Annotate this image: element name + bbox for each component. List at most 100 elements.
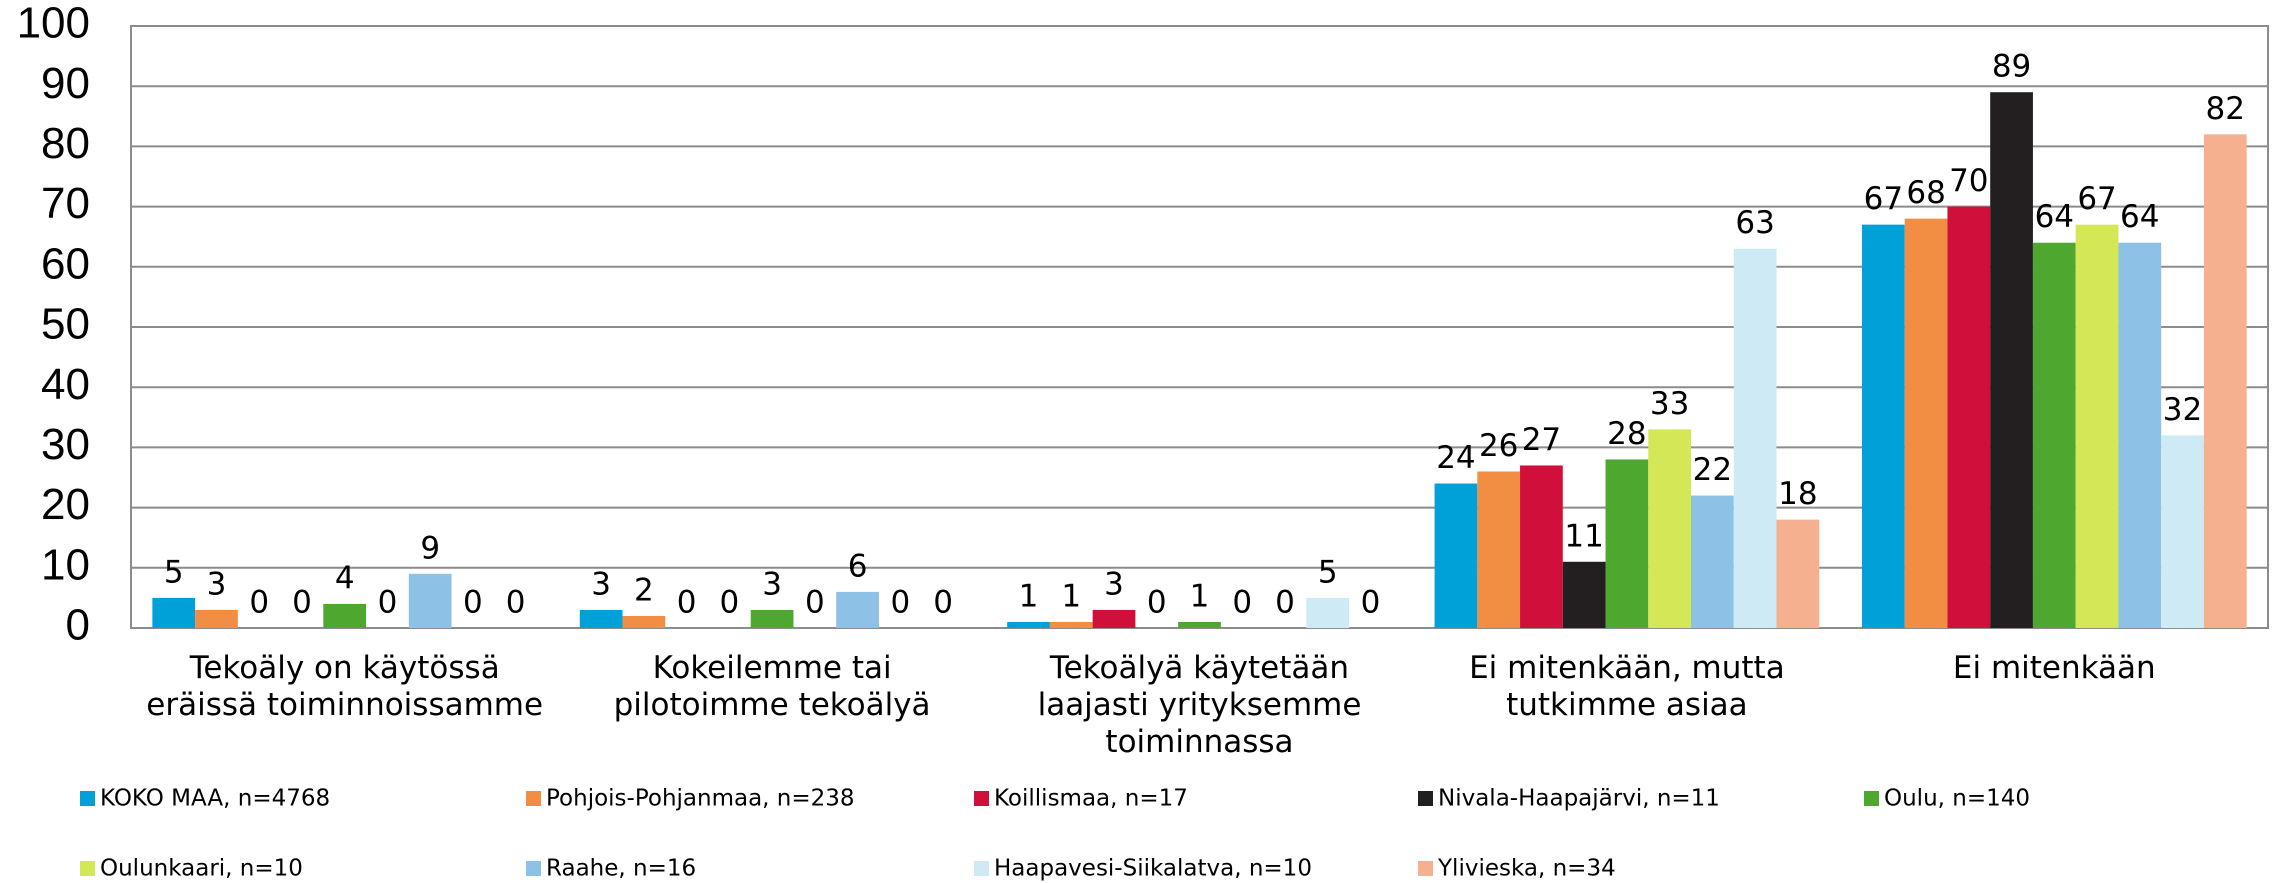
bar [2032, 242, 2076, 628]
value-label: 5 [164, 554, 184, 590]
x-tick-label: Kokeilemme tai pilotoimme tekoälyä [613, 650, 931, 723]
legend-label: Raahe, n=16 [546, 856, 696, 882]
value-label: 1 [1019, 578, 1039, 614]
bar [1178, 621, 1221, 628]
value-label: 6 [848, 548, 868, 584]
x-tick-label: Tekoälyä käytetään laajasti yrityksemme … [1037, 650, 1362, 760]
legend-swatch [1418, 861, 1433, 876]
bar [1861, 224, 1905, 628]
y-tick-label: 60 [41, 239, 90, 288]
y-tick-label: 30 [41, 420, 90, 469]
value-label: 1 [1061, 578, 1081, 614]
value-label: 11 [1564, 518, 1603, 554]
value-label: 3 [762, 566, 782, 602]
value-label: 0 [1361, 585, 1381, 621]
value-label: 0 [890, 585, 910, 621]
bar [1520, 465, 1563, 628]
bar [1691, 495, 1734, 628]
bar [1434, 483, 1478, 628]
bar [2075, 224, 2119, 628]
value-label: 64 [2120, 199, 2159, 235]
bar [152, 597, 196, 628]
y-tick-label: 20 [41, 480, 90, 529]
legend-label: Nivala-Haapajärvi, n=11 [1438, 786, 1720, 812]
legend-swatch [974, 861, 989, 876]
value-label: 0 [463, 585, 483, 621]
bar [579, 609, 623, 628]
bar [1733, 248, 1777, 629]
legend-swatch [80, 861, 95, 876]
bar [1947, 206, 1991, 628]
y-tick-label: 50 [41, 300, 90, 349]
bar [1605, 459, 1649, 628]
value-label: 0 [1232, 585, 1252, 621]
bar [2203, 134, 2247, 629]
bar [1049, 621, 1093, 628]
value-label: 67 [1864, 181, 1903, 217]
bar [1776, 519, 1820, 628]
y-tick-label: 80 [41, 119, 90, 168]
legend-swatch [526, 791, 541, 806]
y-tick-label: 40 [41, 360, 90, 409]
value-label: 82 [2206, 91, 2245, 127]
y-tick-label: 10 [41, 540, 90, 589]
value-label: 32 [2163, 392, 2202, 428]
legend-label: Oulunkaari, n=10 [100, 856, 303, 882]
legend-swatch [526, 861, 541, 876]
value-label: 1 [1190, 578, 1210, 614]
bar [323, 603, 367, 628]
value-label: 3 [1104, 566, 1124, 602]
value-label: 18 [1778, 476, 1817, 512]
bar [2161, 435, 2204, 628]
legend-label: Haapavesi-Siikalatva, n=10 [994, 856, 1312, 882]
bar [1990, 92, 2033, 629]
bar [2118, 242, 2162, 628]
value-label: 22 [1693, 452, 1732, 488]
legend-label: Ylivieska, n=34 [1437, 856, 1616, 882]
legend-label: KOKO MAA, n=4768 [100, 786, 330, 812]
bar [1007, 621, 1050, 628]
bar [1648, 429, 1692, 628]
y-tick-label: 100 [17, 0, 90, 48]
legend-swatch [974, 791, 989, 806]
bar [836, 591, 879, 628]
bar [408, 573, 452, 628]
value-label: 70 [1949, 163, 1988, 199]
legend-swatch [80, 791, 95, 806]
y-tick-label: 0 [66, 601, 90, 650]
value-label: 63 [1735, 205, 1774, 241]
value-label: 3 [207, 566, 227, 602]
value-label: 26 [1479, 428, 1518, 464]
value-label: 0 [249, 585, 269, 621]
bar [622, 615, 666, 628]
value-label: 27 [1522, 422, 1561, 458]
bar [750, 609, 794, 628]
value-label: 0 [292, 585, 312, 621]
bar [1562, 561, 1606, 628]
value-label: 28 [1607, 416, 1646, 452]
bar [1092, 609, 1136, 628]
value-label: 5 [1318, 554, 1338, 590]
value-label: 67 [2077, 181, 2116, 217]
x-tick-label: Tekoäly on käytössä eräissä toiminnoissa… [146, 650, 544, 723]
legend-label: Oulu, n=140 [1884, 786, 2030, 812]
value-label: 0 [805, 585, 825, 621]
value-label: 9 [420, 530, 440, 566]
value-label: 89 [1992, 49, 2031, 85]
value-label: 68 [1906, 175, 1945, 211]
value-label: 0 [1147, 585, 1167, 621]
value-label: 2 [634, 572, 654, 608]
legend-label: Koillismaa, n=17 [994, 786, 1188, 812]
value-label: 0 [677, 585, 697, 621]
legend-label: Pohjois-Pohjanmaa, n=238 [546, 786, 855, 812]
y-tick-label: 70 [41, 179, 90, 228]
value-label: 3 [591, 566, 611, 602]
value-label: 64 [2035, 199, 2074, 235]
value-label: 4 [335, 560, 355, 596]
legend-swatch [1864, 791, 1879, 806]
bar [195, 609, 238, 628]
value-label: 24 [1436, 440, 1475, 476]
bar [1477, 471, 1521, 628]
value-label: 0 [378, 585, 398, 621]
